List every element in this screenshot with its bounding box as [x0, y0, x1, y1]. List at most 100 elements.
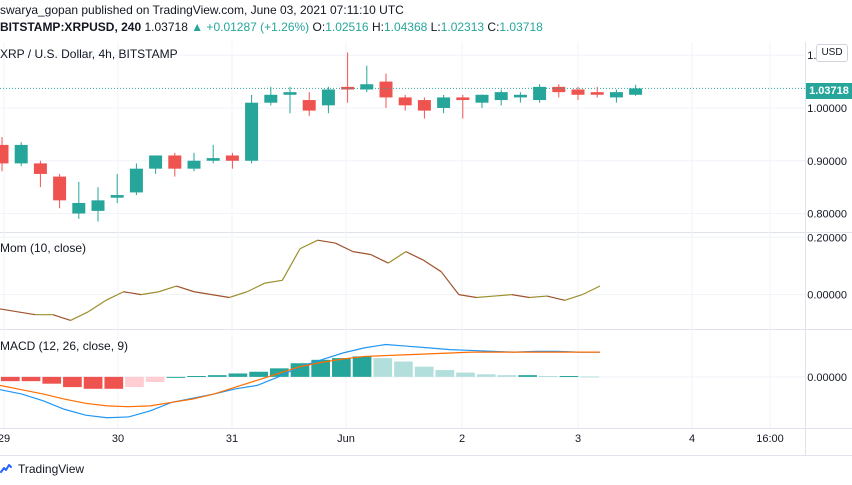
macd-histogram-bar: [394, 361, 413, 377]
candle-body: [245, 102, 259, 161]
candle: [609, 89, 623, 103]
momentum-segment: [546, 295, 565, 301]
candle-body: [533, 86, 547, 101]
time-tick-label: 31: [226, 433, 238, 445]
candle: [206, 144, 220, 164]
momentum-segment: [335, 242, 354, 253]
macd-histogram-bar: [476, 374, 496, 377]
price-tick-label: 0.80000: [807, 209, 847, 221]
low-value: 1.02313: [440, 20, 485, 34]
candle-body: [321, 89, 335, 106]
high-label: H:: [371, 20, 384, 34]
candle: [110, 173, 124, 203]
candle-body: [129, 168, 143, 193]
price-tick-label: 0.00000: [807, 372, 847, 384]
macd-histogram-bar: [125, 376, 144, 388]
macd-layer: [0, 343, 600, 419]
candle: [475, 94, 489, 108]
candle: [302, 92, 316, 116]
momentum-segment: [176, 285, 195, 293]
macd-histogram-bar: [435, 370, 455, 377]
candle-body: [590, 92, 604, 95]
candle-body: [0, 144, 9, 164]
candle-body: [110, 195, 124, 198]
macd-histogram-bar: [83, 376, 103, 389]
momentum-segment: [158, 285, 177, 293]
footer: TradingView: [0, 459, 84, 479]
candle-body: [302, 100, 316, 111]
momentum-segment: [564, 294, 583, 301]
momentum-segment: [299, 239, 318, 250]
macd-histogram-bar: [166, 376, 186, 378]
currency-button[interactable]: USD: [816, 44, 848, 62]
candle: [33, 160, 47, 188]
time-tick-label: 4: [689, 433, 695, 445]
candle-body: [629, 88, 643, 95]
momentum-segment: [352, 251, 371, 256]
candle-body: [168, 155, 182, 169]
price-tick-label: 0.90000: [807, 156, 847, 168]
macd-histogram-bar: [228, 373, 248, 377]
candle: [264, 86, 278, 106]
momentum-segment: [70, 311, 89, 321]
macd-histogram-bar: [311, 359, 331, 377]
close-label: C:: [487, 20, 500, 34]
macd-histogram-bar: [559, 376, 579, 378]
macd-histogram-bar: [187, 376, 206, 378]
last-price-tag: 1.03718: [806, 83, 852, 99]
candle-body: [379, 81, 393, 98]
candle-body: [571, 89, 585, 95]
candle-body: [398, 97, 412, 106]
candles-layer: [0, 52, 805, 222]
momentum-segment: [529, 295, 548, 299]
momentum-segment: [370, 253, 389, 264]
candle: [398, 94, 412, 111]
candle-body: [283, 92, 297, 95]
macd-histogram-bar: [414, 366, 434, 377]
time-tick-label: 29: [0, 433, 10, 445]
candle: [533, 84, 547, 103]
main-pane-label[interactable]: XRP / U.S. Dollar, 4h, BITSTAMP: [0, 47, 178, 61]
momentum-segment: [440, 271, 460, 295]
candle-body: [552, 86, 566, 93]
candle-body: [225, 155, 239, 161]
candle-body: [14, 144, 28, 164]
candle-body: [341, 86, 355, 90]
time-tick-label: Jun: [337, 433, 355, 445]
time-tick-label: 30: [112, 433, 124, 445]
close-value: 1.03718: [499, 20, 543, 34]
momentum-segment: [387, 251, 407, 264]
macd-histogram-bar: [538, 376, 558, 378]
candle-body: [609, 92, 623, 98]
macd-histogram-bar: [456, 372, 475, 377]
macd-histogram-bar: [63, 376, 82, 388]
time-tick-label: 3: [575, 433, 581, 445]
momentum-segment: [582, 285, 601, 296]
momentum-segment: [281, 248, 301, 281]
chart-header: swarya_gopan published on TradingView.co…: [0, 0, 852, 42]
momentum-segment: [194, 291, 212, 296]
candle: [129, 163, 143, 196]
footer-brand[interactable]: TradingView: [18, 462, 85, 476]
signal-line: [0, 351, 600, 408]
momentum-segment: [123, 291, 142, 296]
candle-body: [264, 94, 278, 103]
macd-histogram-bar: [580, 376, 599, 378]
momentum-segment: [476, 295, 495, 299]
candle: [437, 94, 451, 114]
symbol-label[interactable]: BITSTAMP:XRPUSD, 240: [0, 20, 142, 34]
momentum-segment: [246, 282, 265, 293]
candle: [14, 142, 28, 167]
macd-histogram-bar: [290, 363, 310, 377]
candle: [225, 152, 239, 169]
price-tick-label: 1.00000: [807, 103, 847, 115]
price-change: ▲ +0.01287 (+1.26%): [191, 20, 310, 34]
macd-pane-label[interactable]: MACD (12, 26, close, 9): [0, 339, 129, 353]
momentum-segment: [17, 311, 36, 316]
momentum-pane-label[interactable]: Mom (10, close): [0, 241, 87, 255]
macd-histogram-bar: [352, 356, 372, 377]
candle: [360, 65, 374, 93]
momentum-segment: [211, 294, 230, 299]
candle: [168, 152, 182, 177]
